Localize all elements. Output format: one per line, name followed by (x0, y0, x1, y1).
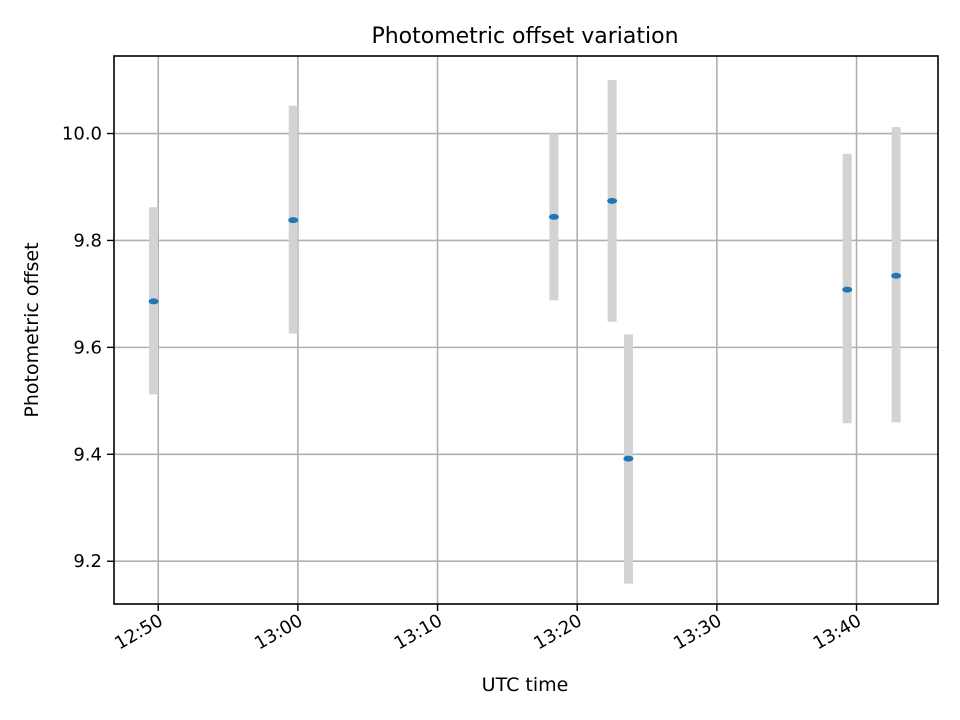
grid (114, 56, 938, 604)
data-markers (148, 197, 902, 462)
data-point (842, 286, 853, 293)
y-tick-label: 9.8 (73, 230, 102, 251)
chart-title: Photometric offset variation (371, 24, 678, 49)
y-tick-label: 9.6 (73, 337, 102, 358)
x-axis-label: UTC time (482, 674, 569, 696)
plot-frame (113, 55, 939, 605)
data-point (891, 272, 902, 279)
y-tick-label: 9.4 (73, 444, 102, 465)
y-tick-label: 9.2 (73, 551, 102, 572)
y-axis-label: Photometric offset (21, 242, 43, 417)
data-point (148, 298, 159, 305)
data-point (623, 455, 634, 462)
data-point (288, 217, 299, 224)
data-point (548, 213, 559, 220)
y-tick-label: 10.0 (62, 124, 102, 145)
data-point (607, 197, 618, 204)
